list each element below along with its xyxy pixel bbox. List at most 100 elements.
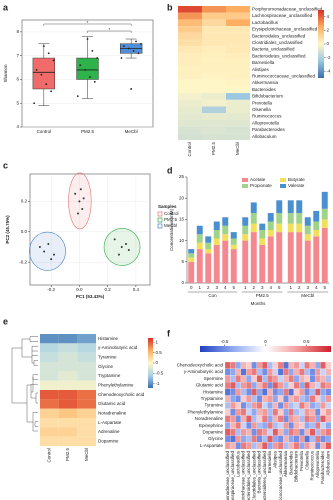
legend-label: MeCbl — [164, 223, 177, 228]
heat-cell — [230, 428, 236, 436]
point — [127, 47, 130, 50]
point — [93, 80, 96, 83]
heat-cell — [267, 375, 273, 383]
heat-cell — [256, 381, 263, 389]
heat-cell — [230, 422, 236, 430]
heat-cell — [256, 408, 263, 416]
heat-cell — [325, 388, 332, 396]
bar-segment — [304, 217, 311, 226]
heat-cell — [40, 343, 59, 353]
heat-cell — [267, 435, 273, 443]
heat-cell — [226, 106, 251, 114]
bar-segment — [242, 240, 249, 283]
row-label: Tryptamine — [98, 373, 121, 378]
y-tick-label: 25 — [179, 174, 185, 179]
row-label: Glycine — [208, 436, 224, 441]
heat-cell — [202, 52, 227, 60]
column-label: Barnesiella — [267, 451, 272, 474]
heat-cell — [77, 390, 97, 400]
heat-cell — [58, 436, 78, 447]
bar-segment — [296, 223, 303, 233]
bar-segment — [259, 223, 266, 230]
heat-cell — [77, 418, 97, 428]
heat-cell — [288, 408, 295, 416]
heat-cell — [224, 388, 231, 396]
heat-cell — [315, 428, 321, 436]
heat-cell — [178, 99, 203, 107]
heat-cell — [246, 428, 252, 436]
heat-cell — [251, 435, 257, 443]
heat-cell — [246, 442, 252, 450]
heat-cell — [230, 368, 236, 376]
bar-segment — [267, 230, 274, 237]
x-tick-label: 2 — [252, 285, 255, 290]
row-label: Spermine — [204, 376, 224, 381]
bar-segment — [304, 225, 311, 235]
plot-frame — [29, 173, 151, 286]
heat-cell — [309, 368, 316, 376]
heat-cell — [320, 435, 326, 443]
row-label: Olsenella — [252, 107, 271, 112]
x-tick-label: 4 — [315, 285, 318, 290]
heat-cell — [293, 388, 300, 396]
bar-segment — [276, 213, 283, 224]
bar-segment — [205, 253, 212, 283]
heat-cell — [325, 375, 332, 383]
heat-cell — [58, 399, 78, 409]
column-label: Akkermansia — [283, 451, 288, 478]
heat-cell — [299, 422, 305, 430]
heat-cell — [256, 442, 263, 450]
colorbar-tick-label: -2 — [327, 55, 331, 60]
heat-cell — [293, 415, 300, 423]
y-tick-label: 7 — [16, 53, 19, 58]
point — [89, 76, 91, 78]
heat-cell — [309, 415, 316, 423]
y-tick-label: 4 — [16, 124, 19, 129]
bar-segment — [313, 230, 320, 237]
heat-cell — [40, 334, 59, 344]
heat-cell — [178, 133, 203, 141]
row-label: Phenylethylamine — [187, 409, 223, 414]
x-tick-label: 1 — [244, 285, 247, 290]
point — [77, 212, 79, 215]
x-tick-label: 4 — [224, 285, 227, 290]
y-tick-label: 6 — [16, 77, 19, 82]
bar-segment — [213, 221, 220, 230]
heat-cell — [58, 408, 78, 419]
x-tick-label: 0 — [190, 285, 193, 290]
heat-cell — [226, 113, 251, 120]
heat-cell — [272, 442, 279, 450]
colorbar — [148, 338, 153, 388]
heat-cell — [235, 415, 242, 423]
heat-cell — [299, 368, 305, 376]
heat-cell — [77, 352, 97, 363]
bar-segment — [287, 213, 294, 224]
heat-cell — [202, 93, 227, 100]
row-label: Noradrenaline — [195, 416, 224, 421]
heat-cell — [246, 381, 252, 389]
heat-cell — [246, 422, 252, 430]
heat-cell — [77, 362, 97, 372]
heat-cell — [256, 388, 263, 396]
heat-cell — [315, 368, 321, 376]
y-tick-label: 15 — [179, 217, 185, 222]
heat-cell — [77, 427, 97, 437]
heat-cell — [293, 368, 300, 376]
x-tick-label: PM2.5 — [81, 129, 95, 134]
row-label: Bacteroidales_unclassified — [252, 33, 306, 38]
colorbar-tick-label: -1 — [156, 381, 160, 386]
bar-segment — [250, 223, 257, 233]
box — [76, 57, 99, 80]
heat-cell — [283, 361, 289, 369]
heat-cell — [77, 371, 97, 381]
heat-cell — [40, 390, 59, 400]
heat-cell — [304, 435, 310, 443]
heat-cell — [325, 435, 332, 443]
row-label: L-Aspartate — [98, 420, 122, 425]
heat-cell — [267, 422, 273, 430]
heat-cell — [235, 422, 242, 430]
heat-cell — [235, 375, 242, 383]
heat-cell — [267, 388, 273, 396]
heat-cell — [230, 402, 236, 409]
heat-cell — [178, 32, 203, 40]
